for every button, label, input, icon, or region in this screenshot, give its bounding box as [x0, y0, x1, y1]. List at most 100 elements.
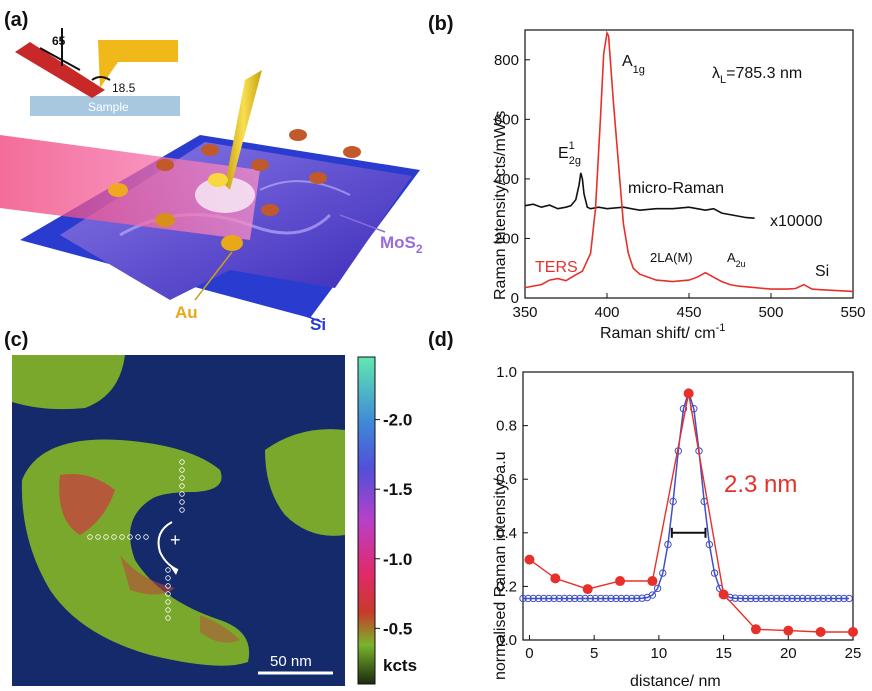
y-tick-label: 0.4 — [496, 525, 517, 542]
series-marks — [519, 388, 858, 637]
fit-point — [783, 594, 791, 603]
y-tick-label: 0.6 — [496, 471, 517, 488]
y-tick-label: 0 — [511, 290, 519, 307]
fit-point — [581, 594, 589, 603]
y-tick-label: 1.0 — [496, 364, 517, 381]
fit-point — [529, 594, 538, 603]
y-tick-label: 0.0 — [496, 632, 517, 649]
laser-cone — [0, 135, 260, 240]
fit-point — [550, 594, 558, 603]
y-tick-label: 0.8 — [496, 418, 517, 435]
fit-point — [824, 594, 833, 603]
fit-point — [638, 594, 646, 602]
fit-point — [560, 594, 569, 603]
measured-point — [524, 554, 535, 565]
sample-label: Sample — [88, 100, 129, 114]
y-tick-label: 200 — [494, 230, 519, 247]
colorbar-tick-label: -1.0 — [383, 550, 412, 569]
x-tick-label: 0 — [525, 645, 533, 662]
e2g-label: E1 2g — [558, 140, 581, 167]
fit-point — [628, 594, 636, 603]
fit-point — [757, 594, 765, 603]
x-tick-label: 450 — [676, 304, 701, 321]
fit-point — [612, 594, 620, 603]
fit-point — [607, 594, 615, 603]
x-tick-label: 5 — [590, 645, 598, 662]
panel-c-map: + 50 nm -2.0 -1.5 -1.0 -0.5 kcts — [12, 355, 417, 686]
center-marker: + — [170, 530, 181, 550]
angle-18-5: 18.5 — [112, 81, 136, 95]
fit-point — [840, 594, 848, 603]
fit-point — [804, 594, 812, 603]
colorbar-tick-label: -0.5 — [383, 619, 412, 638]
wavelength-annotation: λL=785.3 nm — [712, 65, 802, 86]
scale-bar-label: 50 nm — [270, 653, 312, 670]
fit-point — [633, 594, 641, 603]
x-tick-label: 350 — [512, 304, 537, 321]
scan-markers — [87, 459, 185, 621]
plot-frame — [524, 29, 854, 299]
y-axis-label: Raman intensity/ cts/mW/s — [492, 111, 509, 300]
fit-point — [845, 594, 853, 603]
x-tick-label: 25 — [845, 645, 862, 662]
x-tick-label: 550 — [840, 304, 865, 321]
fit-point — [762, 594, 770, 603]
fit-point — [752, 594, 760, 603]
fit-point — [736, 594, 745, 603]
fit-point — [524, 594, 532, 603]
measured-point — [550, 573, 561, 584]
fit-point — [617, 594, 626, 603]
axis-ticks: 0 5 10 15 20 25 0.0 0.2 0.4 0.6 0.8 1.0 — [496, 364, 861, 662]
measured-point — [683, 388, 694, 399]
afm-tip — [225, 70, 262, 190]
angle-65: 65 — [52, 34, 66, 48]
fit-line — [523, 389, 850, 600]
fit-point — [814, 594, 822, 603]
panel-label-c: (c) — [4, 329, 28, 351]
x-tick-label: 15 — [715, 645, 732, 662]
colorbar-unit: kcts — [383, 656, 417, 675]
colorbar — [357, 356, 376, 685]
fit-point — [829, 594, 838, 603]
fit-point — [602, 594, 610, 603]
panel-label-d: (d) — [428, 329, 454, 351]
fit-point — [545, 594, 553, 603]
fit-point — [798, 594, 807, 603]
measured-point — [647, 576, 658, 587]
fit-point — [555, 594, 563, 603]
inset-schematic: Sample 65 18.5 — [15, 28, 180, 116]
measured-point — [718, 589, 729, 600]
colorbar-ticks: -2.0 -1.5 -1.0 -0.5 — [375, 411, 412, 638]
fit-point — [835, 594, 843, 603]
gold-particles — [108, 129, 361, 251]
fit-point — [659, 569, 667, 577]
fit-point — [710, 569, 719, 577]
fit-point — [679, 404, 688, 413]
x-tick-label: 500 — [758, 304, 783, 321]
label-mos2: MoS2 — [380, 233, 423, 256]
fit-point — [772, 594, 781, 603]
panel-label-a: (a) — [4, 9, 28, 31]
fit-point — [591, 594, 600, 603]
mos2-flakes-map — [12, 355, 345, 666]
fit-point — [669, 497, 677, 506]
colorbar-tick-label: -2.0 — [383, 411, 412, 430]
measured-point — [848, 626, 858, 637]
fit-point — [809, 594, 817, 603]
tip-holder-icon — [98, 40, 178, 88]
panel-label-b: (b) — [428, 13, 454, 35]
fit-point — [819, 594, 827, 603]
fit-point — [767, 594, 776, 603]
panel-b-chart: 350 400 450 500 550 0 200 400 600 800 Raman shift… — [492, 29, 866, 342]
fit-point — [788, 594, 796, 603]
fit-point — [747, 594, 755, 603]
la-label: 2LA(M) — [650, 250, 693, 265]
fit-point — [586, 594, 594, 603]
series-line-micro-raman — [524, 172, 755, 219]
measured-point — [815, 626, 826, 637]
laser-beam-icon — [15, 42, 105, 98]
measured-point — [615, 576, 626, 587]
fit-point — [571, 594, 579, 603]
fit-point — [648, 591, 657, 599]
